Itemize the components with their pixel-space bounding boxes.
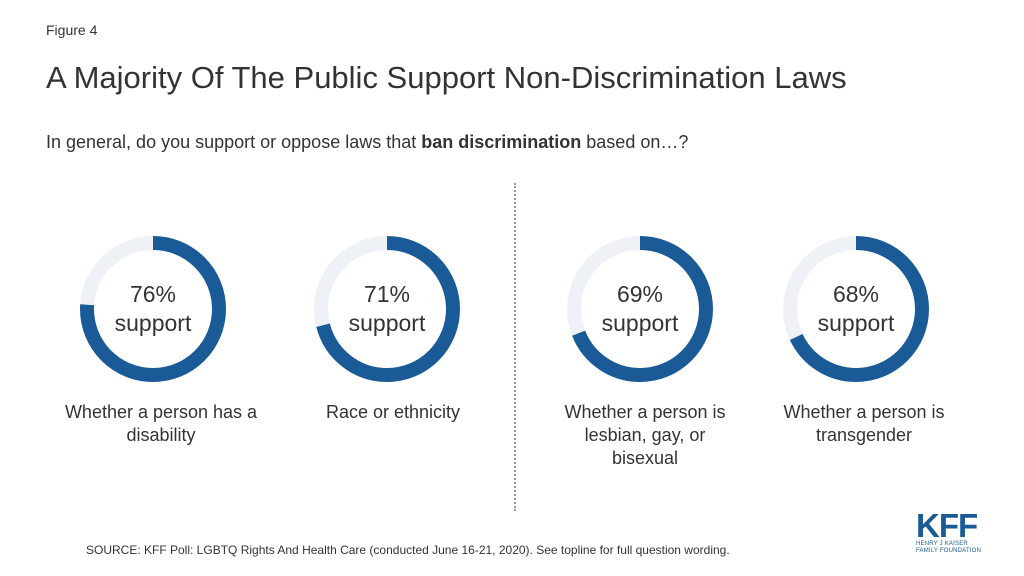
donut-svg-4 — [783, 236, 929, 382]
question-prefix: In general, do you support or oppose law… — [46, 132, 422, 152]
logo-line1: HENRY J KAISER — [916, 541, 968, 547]
donut-arc-4 — [783, 236, 929, 382]
question-bold: ban discrimination — [421, 132, 582, 152]
logo-wordmark: KFF — [916, 507, 978, 544]
donut-arc-2 — [314, 236, 460, 382]
figure-label: Figure 4 — [46, 22, 98, 38]
donut-word-2: support — [348, 310, 426, 336]
donut-percent-4: 68% — [832, 281, 880, 307]
logo-line2: FAMILY FOUNDATION — [916, 548, 982, 554]
donut-3: 69% support — [560, 229, 720, 389]
donut-2: 71% support — [307, 229, 467, 389]
donut-center-text-2: 71% support — [307, 229, 467, 389]
question-text: In general, do you support or oppose law… — [46, 132, 688, 153]
donut-percent-1: 76% — [129, 281, 177, 307]
source-note: SOURCE: KFF Poll: LGBTQ Rights And Healt… — [86, 543, 730, 557]
donut-center-text-3: 69% support — [560, 229, 720, 389]
donut-center-text-1: 76% support — [73, 229, 233, 389]
category-label-3: Whether a person is lesbian, gay, or bis… — [564, 402, 726, 468]
donut-svg-2 — [314, 236, 460, 382]
donut-1: 76% support — [73, 229, 233, 389]
category-label-2: Race or ethnicity — [325, 402, 461, 422]
donut-percent-3: 69% — [616, 281, 664, 307]
donut-word-4: support — [817, 310, 895, 336]
donut-svg-1 — [80, 236, 226, 382]
donut-arc-3 — [567, 236, 713, 382]
category-label-4: Whether a person is transgender — [783, 402, 945, 445]
kff-logo: KFF HENRY J KAISER FAMILY FOUNDATION — [916, 507, 990, 557]
donut-word-1: support — [114, 310, 192, 336]
donut-arc-1 — [80, 236, 226, 382]
donut-percent-2: 71% — [363, 281, 411, 307]
donut-center-text-4: 68% support — [776, 229, 936, 389]
donut-svg-3 — [567, 236, 713, 382]
question-suffix: based on…? — [581, 132, 689, 152]
donut-word-3: support — [601, 310, 679, 336]
donut-4: 68% support — [776, 229, 936, 389]
chart-title: A Majority Of The Public Support Non-Dis… — [46, 60, 847, 95]
category-label-1: Whether a person has a disability — [64, 402, 258, 445]
divider — [514, 183, 516, 511]
